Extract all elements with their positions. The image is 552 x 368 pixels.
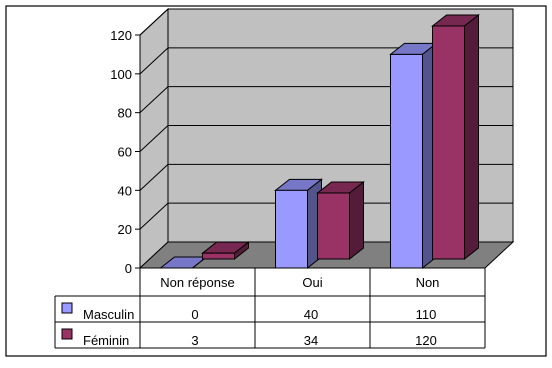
- bar-feminin-non-reponse: [201, 241, 250, 261]
- category-label-oui: Oui: [302, 275, 322, 290]
- category-label-non: Non: [416, 275, 440, 290]
- y-tick-label-120: 120: [110, 28, 132, 43]
- gridline-120: [139, 8, 513, 36]
- table-cell-masculin-oui: 40: [304, 307, 318, 322]
- bar-side-feminin-oui: [349, 180, 364, 261]
- table-cell-feminin-non: 120: [415, 333, 437, 348]
- legend-key-feminin: [61, 328, 73, 340]
- legend-label-masculin: Masculin: [83, 307, 134, 322]
- table-cell-feminin-non-reponse: 3: [191, 333, 198, 348]
- bar-front-masculin-oui: [275, 189, 308, 269]
- y-tick-label-60: 60: [118, 145, 132, 160]
- bar-front-feminin-non: [432, 25, 465, 260]
- table-cell-masculin-non: 110: [416, 307, 437, 322]
- category-label-non-reponse: Non réponse: [160, 275, 234, 290]
- bar-masculin-oui: [274, 178, 323, 270]
- bar-masculin-non: [389, 42, 438, 270]
- legend-label-feminin: Féminin: [83, 333, 129, 348]
- y-tick-label-20: 20: [118, 222, 132, 237]
- bar-feminin-non: [431, 13, 480, 261]
- y-tick-label-40: 40: [118, 183, 132, 198]
- y-tick-label-80: 80: [118, 106, 132, 121]
- bar-side-feminin-non: [464, 13, 479, 261]
- legend-key-masculin: [61, 302, 73, 314]
- bar-front-masculin-non: [390, 53, 423, 269]
- bar-front-feminin-non-reponse: [202, 252, 235, 260]
- y-tick-label-100: 100: [110, 67, 132, 82]
- table-cell-feminin-oui: 34: [304, 333, 318, 348]
- y-tick-label-0: 0: [125, 261, 132, 276]
- table-cell-masculin-non-reponse: 0: [191, 307, 198, 322]
- bar-front-feminin-oui: [317, 192, 350, 260]
- bar-feminin-oui: [316, 180, 365, 261]
- gridline-100: [139, 47, 513, 75]
